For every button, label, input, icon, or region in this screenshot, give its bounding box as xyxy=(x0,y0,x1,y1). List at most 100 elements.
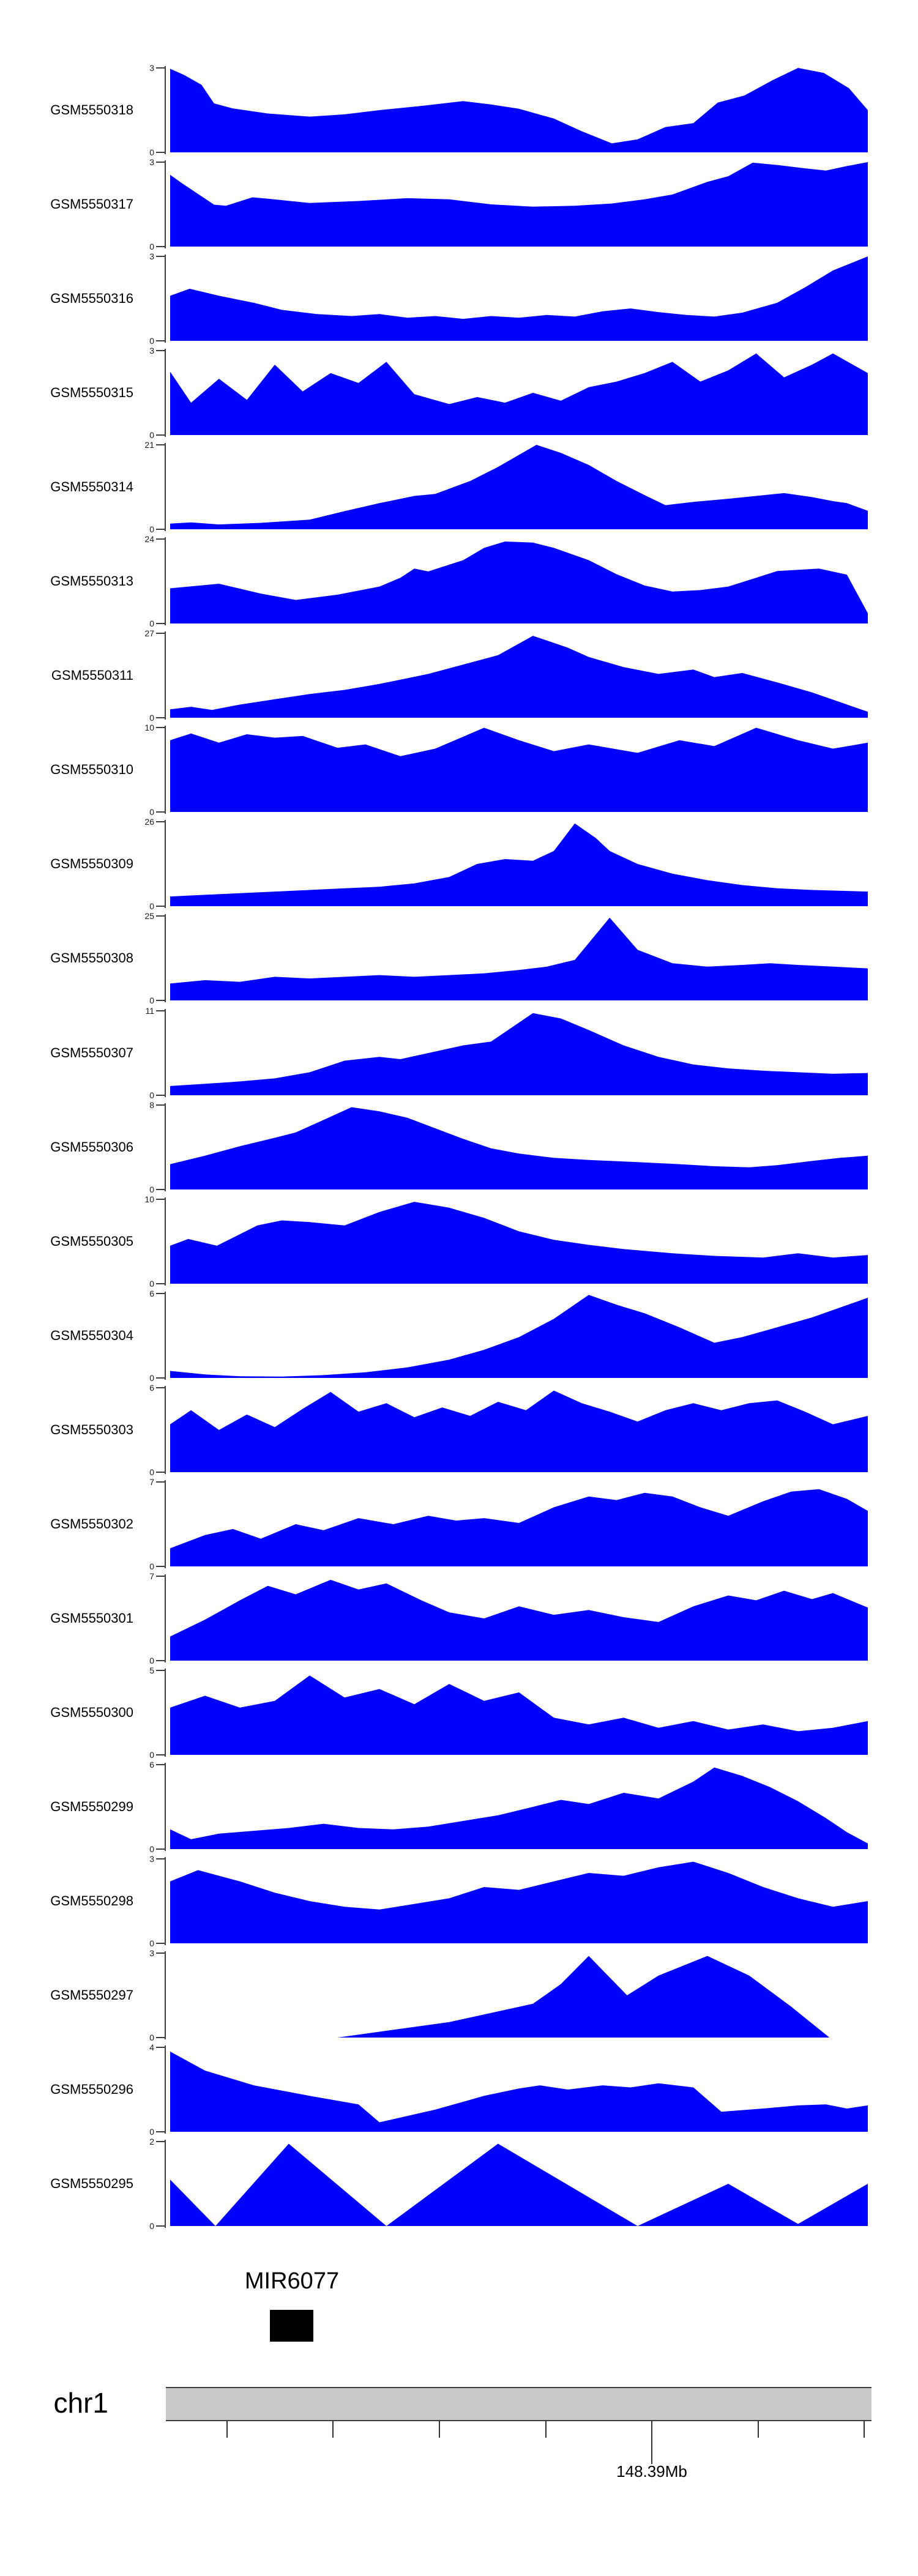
track-label: GSM5550301 xyxy=(50,1610,133,1626)
signal-polygon xyxy=(170,823,868,906)
signal-area xyxy=(170,2051,868,2132)
yaxis-zero-label: 0 xyxy=(149,996,154,1005)
yaxis-zero-label: 0 xyxy=(149,242,154,251)
yaxis-top-tick xyxy=(156,1764,165,1765)
yaxis-max-label: 10 xyxy=(144,723,154,732)
yaxis-line xyxy=(165,914,166,1002)
yaxis-line xyxy=(165,1574,166,1662)
yaxis-max-label: 10 xyxy=(144,1194,154,1204)
track-label: GSM5550307 xyxy=(50,1045,133,1060)
track-label: GSM5550302 xyxy=(50,1516,133,1532)
yaxis-line xyxy=(165,1857,166,1945)
yaxis-line xyxy=(165,2140,166,2228)
signal-area xyxy=(170,1675,868,1755)
yaxis-bottom-tick xyxy=(156,434,165,436)
yaxis-bottom-tick xyxy=(156,1000,165,1001)
yaxis-bottom-tick xyxy=(156,1472,165,1473)
signal-polygon xyxy=(170,636,868,718)
gene-body-box xyxy=(270,2310,313,2342)
track-label: GSM5550298 xyxy=(50,1893,133,1908)
yaxis-zero-label: 0 xyxy=(149,1467,154,1477)
yaxis-max-label: 6 xyxy=(149,1289,154,1298)
track-label: GSM5550308 xyxy=(50,950,133,966)
track-label: GSM5550316 xyxy=(50,291,133,306)
signal-area xyxy=(170,445,868,529)
yaxis-bottom-tick xyxy=(156,1095,165,1096)
signal-polygon xyxy=(170,728,868,812)
track-label: GSM5550303 xyxy=(50,1422,133,1437)
yaxis-line xyxy=(165,1292,166,1380)
yaxis-bottom-tick xyxy=(156,340,165,341)
chromosome-ruler-bar xyxy=(166,2387,871,2421)
signal-area xyxy=(170,162,868,247)
yaxis-max-label: 26 xyxy=(144,817,154,827)
signal-polygon xyxy=(170,917,868,1000)
track-label: GSM5550318 xyxy=(50,102,133,117)
yaxis-max-label: 3 xyxy=(149,1854,154,1864)
yaxis-line xyxy=(165,726,166,814)
yaxis-zero-label: 0 xyxy=(149,1750,154,1760)
yaxis-max-label: 7 xyxy=(149,1571,154,1581)
track-label: GSM5550313 xyxy=(50,573,133,589)
genomic-position-label: 148.39Mb xyxy=(616,2462,687,2481)
yaxis-top-tick xyxy=(156,1387,165,1388)
yaxis-top-tick xyxy=(156,1670,165,1671)
yaxis-line xyxy=(165,631,166,720)
track-label: GSM5550309 xyxy=(50,856,133,871)
yaxis-max-label: 2 xyxy=(149,2137,154,2146)
yaxis-bottom-tick xyxy=(156,2131,165,2132)
yaxis-top-tick xyxy=(156,821,165,822)
signal-polygon xyxy=(170,1861,868,1943)
yaxis-top-tick xyxy=(156,1293,165,1294)
yaxis-zero-label: 0 xyxy=(149,2033,154,2042)
yaxis-top-tick xyxy=(156,1010,165,1011)
signal-area xyxy=(170,1767,868,1849)
yaxis-zero-label: 0 xyxy=(149,1373,154,1383)
yaxis-top-tick xyxy=(156,162,165,163)
signal-polygon xyxy=(170,2051,868,2132)
yaxis-zero-label: 0 xyxy=(149,524,154,534)
yaxis-top-tick xyxy=(156,633,165,634)
yaxis-zero-label: 0 xyxy=(149,713,154,723)
yaxis-zero-label: 0 xyxy=(149,807,154,817)
signal-area xyxy=(170,1295,868,1378)
yaxis-bottom-tick xyxy=(156,152,165,153)
signal-polygon xyxy=(170,1390,868,1472)
yaxis-bottom-tick xyxy=(156,2225,165,2227)
signal-area xyxy=(170,1579,868,1661)
yaxis-top-tick xyxy=(156,915,165,917)
yaxis-max-label: 3 xyxy=(149,157,154,167)
yaxis-zero-label: 0 xyxy=(149,1656,154,1666)
yaxis-top-tick xyxy=(156,1199,165,1200)
yaxis-zero-label: 0 xyxy=(149,619,154,628)
track-label: GSM5550315 xyxy=(50,385,133,400)
yaxis-zero-label: 0 xyxy=(149,2127,154,2137)
yaxis-max-label: 3 xyxy=(149,251,154,261)
yaxis-top-tick xyxy=(156,2141,165,2142)
signal-polygon xyxy=(170,542,868,624)
signal-polygon xyxy=(170,1107,868,1189)
yaxis-line xyxy=(165,1951,166,2039)
yaxis-zero-label: 0 xyxy=(149,1279,154,1289)
ruler-minor-tick xyxy=(439,2421,440,2438)
yaxis-bottom-tick xyxy=(156,717,165,718)
yaxis-bottom-tick xyxy=(156,529,165,530)
yaxis-top-tick xyxy=(156,1104,165,1106)
yaxis-max-label: 25 xyxy=(144,911,154,921)
yaxis-zero-label: 0 xyxy=(149,336,154,346)
yaxis-zero-label: 0 xyxy=(149,901,154,911)
yaxis-bottom-tick xyxy=(156,246,165,247)
yaxis-bottom-tick xyxy=(156,811,165,813)
yaxis-zero-label: 0 xyxy=(149,1185,154,1194)
yaxis-zero-label: 0 xyxy=(149,1090,154,1100)
signal-polygon xyxy=(170,1013,868,1095)
signal-polygon xyxy=(170,1767,868,1849)
yaxis-bottom-tick xyxy=(156,1754,165,1755)
signal-area xyxy=(170,542,868,624)
signal-polygon xyxy=(170,1579,868,1661)
yaxis-max-label: 27 xyxy=(144,628,154,638)
yaxis-line xyxy=(165,349,166,437)
yaxis-top-tick xyxy=(156,67,165,69)
signal-area xyxy=(170,728,868,812)
signal-area xyxy=(170,1013,868,1095)
